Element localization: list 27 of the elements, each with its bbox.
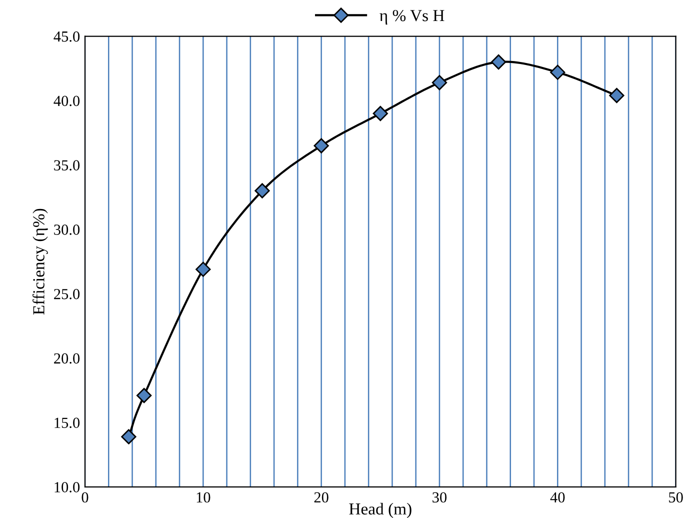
point: [490, 54, 506, 70]
y-tick-label: 25.0: [54, 288, 80, 300]
legend-label: η % Vs H: [380, 10, 444, 25]
x-tick-label: 50: [669, 492, 683, 503]
y-tick-label: 10.0: [54, 482, 80, 492]
x-tick-label: 30: [432, 492, 447, 503]
y-tick-label: 30.0: [54, 224, 80, 235]
x-tick-label: 0: [82, 492, 88, 503]
point: [550, 64, 566, 80]
point: [609, 88, 624, 104]
point: [254, 183, 270, 198]
y-tick-label: 35.0: [54, 160, 80, 171]
point: [121, 429, 136, 444]
point: [372, 106, 388, 122]
x-tick-label: 40: [550, 492, 565, 503]
point: [136, 388, 152, 404]
x-axis-title: Head (m): [349, 502, 412, 518]
y-tick-label: 15.0: [54, 418, 80, 428]
x-tick-label: 20: [314, 492, 328, 503]
point: [432, 75, 448, 90]
y-tick-label: 45.0: [54, 31, 80, 42]
y-axis-title: Efficiency (η%): [32, 208, 48, 315]
point: [196, 262, 211, 277]
y-tick-label: 20.0: [54, 353, 80, 364]
x-tick-label: 10: [196, 492, 210, 503]
y-tick-label: 40.0: [54, 96, 80, 106]
point: [314, 138, 329, 154]
